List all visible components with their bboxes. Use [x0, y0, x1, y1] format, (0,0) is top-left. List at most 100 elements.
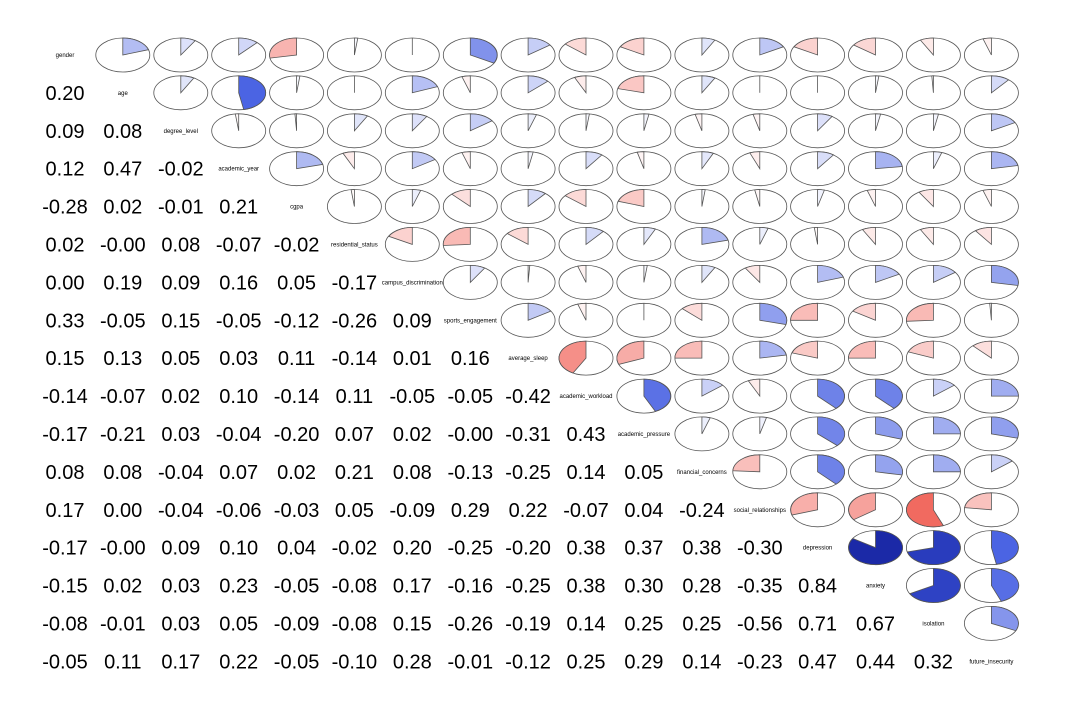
correlation-value: -0.08 — [332, 576, 378, 598]
pie-slice — [122, 37, 150, 56]
variable-label-cgpa: cgpa — [290, 205, 304, 211]
correlation-value: -0.13 — [448, 462, 494, 484]
correlation-value: 0.14 — [567, 462, 606, 484]
correlation-value: 0.04 — [624, 500, 663, 522]
pie-slice — [527, 302, 552, 321]
correlation-value: -0.02 — [274, 234, 320, 256]
correlation-value: -0.00 — [100, 538, 146, 560]
pie-slice — [681, 302, 703, 322]
pie-slice — [643, 113, 650, 131]
correlation-value: 0.03 — [219, 348, 258, 370]
correlation-value: 0.23 — [219, 576, 258, 598]
correlation-value: 0.10 — [219, 386, 258, 408]
pie-slice — [852, 37, 876, 56]
correlation-value: -0.19 — [505, 613, 551, 635]
correlation-value: 0.00 — [46, 272, 85, 294]
correlation-value: 0.47 — [798, 651, 837, 673]
correlation-value: -0.31 — [505, 424, 551, 446]
correlation-value: 0.15 — [161, 310, 200, 332]
correlation-value: 0.44 — [856, 651, 895, 673]
pie-slice — [643, 226, 657, 246]
pie-slice — [817, 189, 825, 207]
correlation-value: -0.08 — [42, 613, 88, 635]
pie-slice — [749, 151, 761, 171]
pie-slice — [793, 37, 818, 56]
correlation-value: -0.12 — [274, 310, 320, 332]
variable-label-financial-concerns: financial_concerns — [677, 470, 727, 476]
correlation-value: -0.14 — [42, 386, 88, 408]
variable-label-academic-year: academic_year — [218, 167, 259, 173]
pie-slice — [180, 75, 195, 94]
correlation-value: -0.04 — [158, 500, 204, 522]
correlation-value: -0.05 — [274, 651, 320, 673]
pie-slice — [558, 340, 587, 374]
correlation-value: 0.05 — [335, 500, 374, 522]
pie-slice — [817, 151, 835, 170]
correlation-value: -0.26 — [332, 310, 378, 332]
correlation-value: 0.08 — [46, 462, 85, 484]
correlation-value: -0.04 — [216, 424, 262, 446]
pie-slice — [752, 113, 761, 131]
pie-slice — [991, 75, 1010, 94]
pie-slice — [989, 302, 992, 321]
correlation-value: 0.47 — [103, 159, 142, 181]
pie-slice — [269, 37, 297, 59]
correlation-value: 0.03 — [161, 424, 200, 446]
correlation-value: 0.28 — [393, 651, 432, 673]
correlation-value: -0.17 — [42, 424, 88, 446]
correlation-value: -0.25 — [505, 462, 551, 484]
pie-slice — [674, 340, 703, 359]
pie-slice — [411, 151, 436, 170]
correlation-value: 0.03 — [161, 576, 200, 598]
pie-slice — [636, 151, 645, 169]
pie-slice — [759, 226, 769, 245]
correlation-value: -0.23 — [737, 651, 783, 673]
correlation-value: 0.30 — [624, 576, 663, 598]
pie-slice — [991, 568, 1020, 602]
pie-slice — [238, 37, 258, 56]
correlation-value: 0.20 — [46, 83, 85, 105]
pie-slice — [982, 189, 992, 207]
pie-slice — [527, 113, 538, 131]
pie-slice — [643, 378, 672, 412]
pie-slice — [461, 75, 471, 93]
pie-slice — [933, 378, 956, 397]
pie-slice — [617, 189, 645, 207]
pie-slice — [918, 189, 934, 208]
correlation-value: -0.07 — [216, 234, 262, 256]
pie-slice — [616, 340, 645, 365]
pie-slice — [919, 226, 934, 246]
pie-slice — [294, 113, 297, 131]
correlation-value: -0.35 — [737, 576, 783, 598]
pie-slice — [817, 454, 846, 485]
pie-slice — [701, 151, 714, 170]
pie-slice — [906, 492, 945, 528]
correlation-value: 0.08 — [161, 234, 200, 256]
correlation-value: 0.02 — [46, 234, 85, 256]
pie-slice — [933, 454, 961, 473]
pie-slice — [848, 340, 876, 359]
correlation-value: 0.33 — [46, 310, 85, 332]
correlation-value: -0.07 — [563, 500, 609, 522]
variable-label-campus-discrimination: campus_discrimination — [382, 280, 443, 286]
correlation-value: 0.11 — [336, 386, 373, 408]
variable-label-future-insecurity: future_insecurity — [969, 659, 1013, 665]
correlation-value: -0.07 — [100, 386, 146, 408]
variable-label-isolation: isolation — [922, 621, 944, 627]
pie-slice — [451, 189, 471, 208]
correlation-value: -0.09 — [390, 500, 436, 522]
pie-slice — [875, 75, 880, 93]
pie-slice — [991, 605, 1019, 632]
pie-slice — [577, 302, 587, 321]
correlation-value: -0.14 — [332, 348, 378, 370]
correlation-value: -0.24 — [679, 500, 725, 522]
pie-slice — [744, 264, 761, 284]
correlation-value: 0.05 — [219, 613, 258, 635]
pie-slice — [875, 151, 903, 170]
correlation-value: 0.16 — [219, 272, 258, 294]
pie-slice — [527, 264, 531, 283]
correlation-value: -0.25 — [505, 576, 551, 598]
correlation-value: 0.15 — [393, 613, 432, 635]
correlation-value: 0.09 — [46, 121, 85, 143]
correlation-value: 0.13 — [103, 348, 142, 370]
